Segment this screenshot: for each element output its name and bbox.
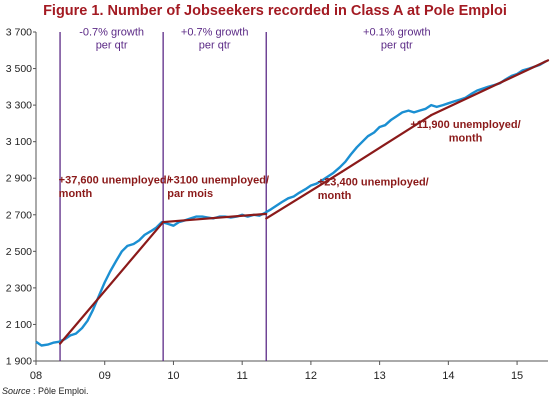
- trend-line: [340, 114, 433, 173]
- y-tick-label: 3 700: [6, 27, 32, 39]
- y-tick-label: 2 900: [6, 173, 32, 185]
- rate-annotation: +11,900 unemployed/month: [410, 119, 520, 145]
- x-tick-label: 14: [442, 370, 454, 382]
- growth-label: +0.7% growth per qtr: [181, 27, 249, 52]
- y-tick-label: 3 100: [6, 136, 32, 148]
- x-tick-label: 13: [373, 370, 385, 382]
- x-tick-label: 12: [305, 370, 317, 382]
- y-tick-label: 2 700: [6, 209, 32, 221]
- rate-annotation: +3100 unemployed/par mois: [167, 175, 269, 201]
- trend-line: [162, 212, 268, 224]
- trend-line: [58, 220, 165, 345]
- source-label: Source: [2, 386, 31, 396]
- source-note: Source : Pôle Emploi.: [2, 386, 89, 396]
- rate-annotation: +23,400 unemployed/month: [318, 177, 429, 203]
- x-tick-label: 08: [30, 370, 42, 382]
- growth-label: +0.1% growth per qtr: [363, 27, 431, 52]
- trend-line: [265, 170, 343, 220]
- chart-title: Figure 1. Number of Jobseekers recorded …: [43, 3, 507, 19]
- y-tick-label: 3 300: [6, 100, 32, 112]
- y-tick-label: 2 500: [6, 246, 32, 258]
- rate-annotation: +37,600 unemployed/month: [59, 175, 170, 201]
- x-tick-label: 09: [99, 370, 111, 382]
- x-tick-label: 10: [167, 370, 179, 382]
- x-tick-label: 11: [236, 370, 247, 382]
- y-tick-label: 2 100: [6, 319, 32, 331]
- jobseekers-series-line: [35, 60, 547, 347]
- trend-line: [430, 59, 550, 117]
- source-text: : Pôle Emploi.: [30, 386, 89, 396]
- y-tick-label: 2 300: [6, 282, 32, 294]
- growth-label: -0.7% growth per qtr: [79, 27, 144, 52]
- y-tick-label: 1 900: [6, 356, 32, 368]
- x-tick-label: 15: [511, 370, 523, 382]
- y-tick-label: 3 500: [6, 63, 32, 75]
